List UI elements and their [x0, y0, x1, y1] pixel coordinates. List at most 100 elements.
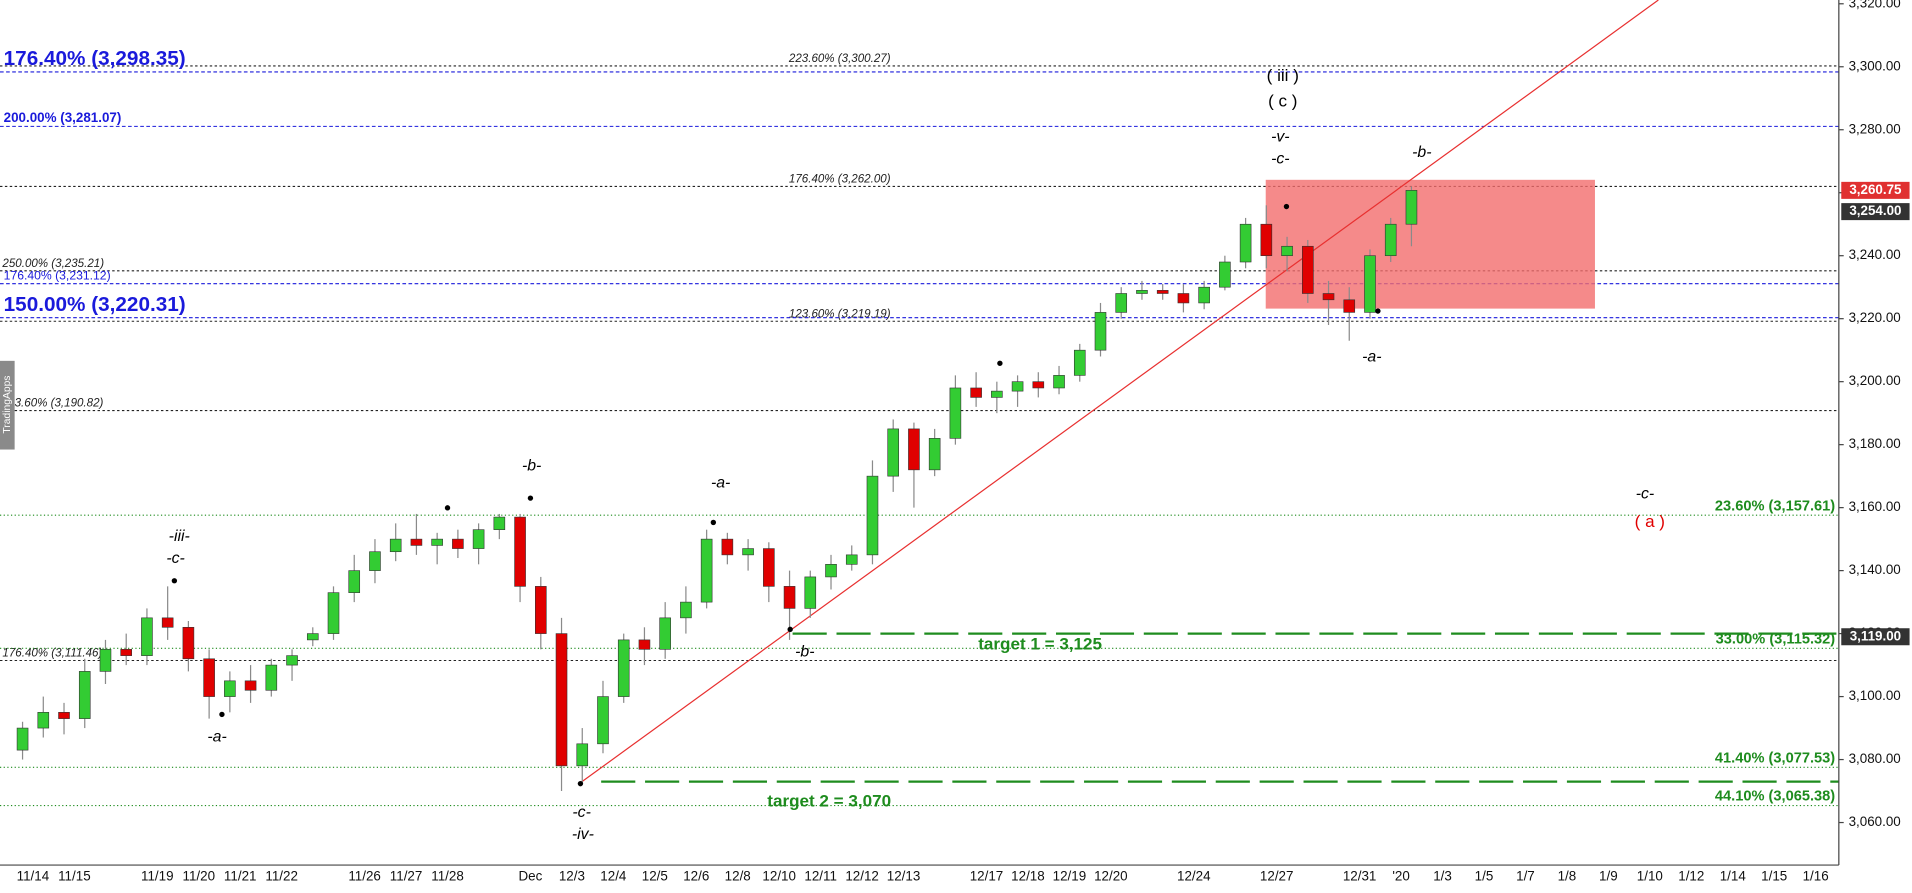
x-tick-label: 12/18 — [1011, 869, 1045, 884]
candle-body — [783, 586, 796, 609]
candle-body — [825, 564, 837, 578]
annotation: -iv- — [572, 826, 594, 843]
candle-body — [1136, 290, 1148, 294]
candle-body — [1053, 375, 1065, 389]
price-tag — [1841, 181, 1910, 199]
pivot-dot — [444, 505, 451, 511]
candle-body — [804, 576, 817, 609]
candle-body — [638, 639, 651, 650]
candle-body — [763, 548, 775, 587]
target-zone — [1265, 179, 1595, 309]
annotation: -c- — [1636, 486, 1654, 503]
x-tick-label: 1/12 — [1678, 869, 1704, 884]
annotation: -v- — [1271, 128, 1289, 145]
level-label: 23.60% (3,157.61) — [1715, 498, 1835, 514]
candle-body — [1281, 245, 1293, 257]
annotation: -a- — [207, 729, 226, 746]
y-tick-label: 3,080.00 — [1849, 751, 1901, 766]
candle-body — [1384, 223, 1397, 257]
level-label: 150.00% (3,220.31) — [4, 293, 186, 316]
x-tick-label: 11/26 — [348, 869, 381, 884]
x-tick-label: 12/27 — [1260, 869, 1294, 884]
level-label: 176.40% (3,231.12) — [4, 269, 111, 283]
price-tag-label: 3,119.00 — [1850, 628, 1901, 643]
candle-body — [514, 516, 526, 587]
candle-body — [721, 538, 734, 556]
candle-body — [306, 633, 319, 641]
axes: 3,060.003,080.003,100.003,120.003,140.00… — [17, 0, 1910, 884]
candle-body — [493, 516, 506, 530]
candle-body — [1239, 223, 1252, 263]
level-label: 176.40% (3,111.46) — [2, 648, 102, 660]
annotation: ( a ) — [1635, 512, 1665, 531]
candle-body — [224, 680, 236, 697]
candle-body — [887, 428, 899, 477]
candle-body — [327, 592, 340, 634]
x-tick-label: 12/19 — [1053, 869, 1087, 884]
candles — [16, 186, 1418, 792]
trend-line — [578, 0, 1659, 785]
y-tick-label: 3,140.00 — [1849, 562, 1901, 577]
candle-body — [1115, 293, 1128, 313]
candle-body — [410, 538, 423, 546]
candle-body — [1364, 255, 1376, 313]
y-tick-label: 3,100.00 — [1849, 688, 1901, 703]
level-label: 33.00% (3,115.32) — [1716, 631, 1836, 647]
candle-body — [452, 538, 464, 549]
annotation: -c- — [572, 804, 590, 821]
level-label: 176.40% (3,262.00) — [789, 174, 891, 186]
annotation: -b- — [1412, 144, 1431, 161]
x-tick-label: 1/10 — [1637, 869, 1663, 884]
candle-body — [1073, 349, 1086, 376]
candle-body — [161, 617, 174, 628]
candle-body — [58, 712, 70, 719]
candle-body — [908, 428, 920, 471]
candle-body — [866, 475, 879, 556]
x-tick-label: 12/8 — [725, 869, 751, 884]
level-label: 176.40% (3,298.35) — [4, 47, 186, 70]
price-tag — [1841, 203, 1910, 221]
candle-body — [16, 727, 29, 751]
x-tick-label: 1/15 — [1761, 869, 1787, 884]
candle-body — [680, 601, 692, 619]
candle-body — [203, 658, 215, 697]
candle-body — [1405, 190, 1418, 225]
x-tick-label: 12/10 — [762, 869, 796, 884]
candle-body — [37, 712, 50, 729]
x-tick-label: 12/12 — [845, 869, 879, 884]
pivot-dot — [1375, 308, 1381, 314]
y-tick-label: 3,280.00 — [1849, 121, 1901, 136]
level-label: 250.00% (3,235.21) — [1, 258, 104, 270]
annotation: ( iii ) — [1267, 66, 1299, 85]
x-tick-label: 12/13 — [887, 869, 921, 884]
candle-body — [182, 626, 195, 660]
level-label: 3.60% (3,190.82) — [15, 398, 104, 410]
candle-body — [1343, 299, 1356, 313]
pivot-dot — [577, 780, 584, 787]
candle-body — [555, 633, 568, 767]
x-tick-label: 12/5 — [642, 869, 668, 884]
x-tick-label: 1/3 — [1433, 869, 1452, 884]
candle-body — [700, 538, 713, 603]
candle-body — [1260, 223, 1273, 257]
price-tag-label: 3,260.75 — [1849, 182, 1902, 197]
candle-body — [120, 649, 132, 656]
annotation: -a- — [711, 475, 730, 492]
side-tab[interactable] — [0, 360, 15, 450]
candle-body — [1011, 381, 1024, 392]
x-tick-label: 11/14 — [17, 869, 50, 884]
x-tick-label: 12/24 — [1177, 869, 1211, 884]
candle-body — [576, 743, 589, 767]
annotation: ( c ) — [1268, 92, 1297, 111]
annotation: -a- — [1362, 348, 1381, 365]
x-tick-label: 11/21 — [224, 869, 257, 884]
candle-body — [1094, 312, 1107, 351]
annotation: target 2 = 3,070 — [767, 791, 891, 810]
x-tick-label: 11/15 — [58, 869, 91, 884]
candle-body — [1219, 261, 1231, 288]
y-tick-label: 3,300.00 — [1849, 58, 1901, 73]
candle-body — [1322, 293, 1335, 301]
candle-body — [472, 529, 485, 549]
candle-body — [389, 538, 402, 553]
